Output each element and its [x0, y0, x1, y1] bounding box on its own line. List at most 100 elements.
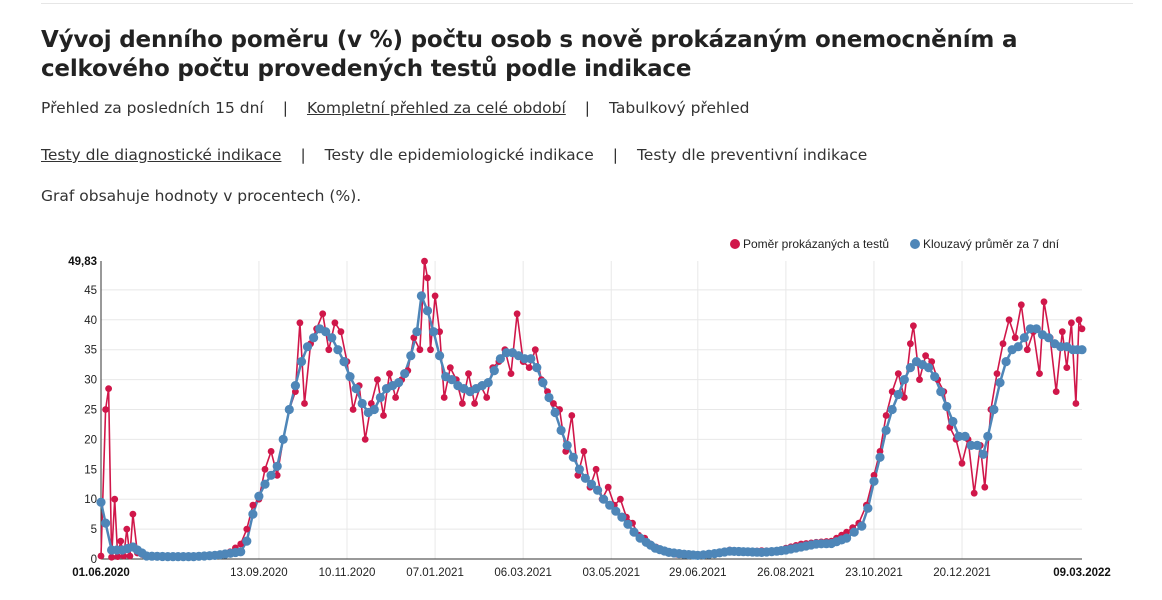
chart-legend[interactable]: Poměr prokázaných a testů Klouzavý průmě…	[730, 237, 1060, 251]
data-point-ratio[interactable]	[296, 319, 304, 327]
data-point-average[interactable]	[550, 407, 560, 418]
data-point-average[interactable]	[412, 327, 422, 337]
data-point-average[interactable]	[357, 398, 367, 409]
data-point-average[interactable]	[266, 470, 276, 480]
data-point-ratio[interactable]	[1040, 298, 1048, 306]
data-point-average[interactable]	[290, 381, 300, 391]
data-point-average[interactable]	[593, 485, 603, 495]
data-point-ratio[interactable]	[97, 552, 105, 560]
data-point-ratio[interactable]	[380, 412, 387, 419]
data-point-average[interactable]	[272, 461, 282, 471]
nav-complete-overview[interactable]: Kompletní přehled za celé období	[306, 99, 566, 117]
data-point-ratio[interactable]	[292, 388, 299, 395]
data-point-ratio[interactable]	[337, 328, 345, 336]
data-point-ratio[interactable]	[349, 406, 357, 413]
nav-preventive-indication[interactable]: Testy dle preventivní indikace	[636, 146, 868, 164]
data-point-ratio[interactable]	[525, 364, 533, 371]
data-point-ratio[interactable]	[243, 525, 251, 533]
data-point-average[interactable]	[538, 378, 548, 388]
data-point-ratio[interactable]	[1072, 400, 1080, 407]
data-point-average[interactable]	[369, 404, 379, 415]
data-point-ratio[interactable]	[1011, 334, 1019, 342]
data-point-ratio[interactable]	[273, 471, 281, 479]
data-point-average[interactable]	[345, 372, 355, 382]
data-point-ratio[interactable]	[301, 400, 308, 407]
data-point-average[interactable]	[483, 378, 493, 388]
data-point-average[interactable]	[416, 291, 426, 301]
data-point-ratio[interactable]	[392, 394, 399, 401]
data-point-average[interactable]	[101, 518, 111, 528]
data-point-average[interactable]	[905, 363, 916, 373]
data-point-average[interactable]	[296, 357, 307, 367]
data-point-ratio[interactable]	[319, 310, 327, 318]
data-point-average[interactable]	[278, 434, 288, 444]
data-point-average[interactable]	[406, 351, 416, 361]
data-point-ratio[interactable]	[1036, 370, 1043, 377]
data-point-average[interactable]	[1013, 342, 1023, 352]
data-point-ratio[interactable]	[436, 328, 443, 336]
data-point-average[interactable]	[242, 536, 252, 546]
data-point-average[interactable]	[394, 378, 404, 388]
data-point-ratio[interactable]	[1075, 316, 1083, 324]
data-point-average[interactable]	[586, 479, 597, 489]
data-point-average[interactable]	[375, 392, 385, 403]
data-point-average[interactable]	[309, 333, 319, 343]
data-point-ratio[interactable]	[568, 412, 576, 419]
data-point-average[interactable]	[629, 527, 639, 537]
data-point-average[interactable]	[875, 452, 885, 462]
data-point-ratio[interactable]	[922, 352, 929, 360]
data-point-ratio[interactable]	[108, 553, 115, 561]
data-point-ratio[interactable]	[1005, 316, 1013, 324]
data-point-ratio[interactable]	[374, 376, 381, 383]
data-point-average[interactable]	[556, 425, 566, 435]
data-point-ratio[interactable]	[1023, 346, 1031, 354]
data-point-ratio[interactable]	[129, 510, 137, 518]
data-point-average[interactable]	[422, 306, 433, 316]
data-point-ratio[interactable]	[993, 370, 1001, 377]
data-point-ratio[interactable]	[1063, 364, 1071, 371]
data-point-ratio[interactable]	[446, 364, 454, 371]
data-point-average[interactable]	[605, 500, 615, 510]
data-point-average[interactable]	[429, 327, 439, 337]
data-point-average[interactable]	[248, 509, 258, 519]
data-point-average[interactable]	[351, 384, 361, 394]
data-point-ratio[interactable]	[910, 322, 917, 330]
data-point-average[interactable]	[1044, 333, 1054, 343]
data-point-average[interactable]	[617, 512, 627, 522]
data-point-ratio[interactable]	[958, 459, 966, 467]
data-point-average[interactable]	[893, 389, 903, 400]
legend-label-average[interactable]: Klouzavý průměr za 7 dní	[923, 237, 1060, 251]
data-point-average[interactable]	[1031, 324, 1041, 334]
data-point-ratio[interactable]	[894, 370, 902, 377]
nav-last-15-days[interactable]: Přehled za posledních 15 dní	[41, 99, 264, 117]
data-point-average[interactable]	[599, 494, 609, 504]
data-point-average[interactable]	[623, 519, 633, 529]
data-point-average[interactable]	[339, 357, 349, 367]
data-point-ratio[interactable]	[105, 385, 112, 392]
data-point-average[interactable]	[1077, 345, 1087, 355]
data-point-average[interactable]	[495, 354, 505, 364]
data-point-ratio[interactable]	[981, 483, 989, 491]
data-point-average[interactable]	[321, 327, 331, 337]
data-point-ratio[interactable]	[465, 370, 472, 377]
data-point-average[interactable]	[327, 333, 337, 343]
data-point-ratio[interactable]	[114, 553, 122, 560]
data-point-ratio[interactable]	[431, 292, 439, 300]
data-point-average[interactable]	[260, 479, 270, 489]
data-point-ratio[interactable]	[604, 483, 612, 491]
data-point-average[interactable]	[960, 431, 970, 441]
data-point-ratio[interactable]	[424, 274, 431, 282]
nav-diagnostic-indication[interactable]: Testy dle diagnostické indikace	[41, 146, 282, 164]
data-point-average[interactable]	[254, 491, 264, 501]
data-point-average[interactable]	[447, 375, 457, 385]
data-point-average[interactable]	[435, 351, 445, 361]
data-point-ratio[interactable]	[249, 501, 257, 509]
data-point-ratio[interactable]	[507, 370, 515, 377]
nav-table-overview[interactable]: Tabulkový přehled	[609, 99, 750, 117]
data-point-average[interactable]	[881, 425, 891, 435]
data-point-ratio[interactable]	[970, 489, 978, 497]
data-point-ratio[interactable]	[267, 448, 275, 455]
nav-epidemiological-indication[interactable]: Testy dle epidemiologické indikace	[324, 146, 594, 164]
data-point-average[interactable]	[948, 416, 958, 427]
data-point-average[interactable]	[284, 404, 294, 415]
